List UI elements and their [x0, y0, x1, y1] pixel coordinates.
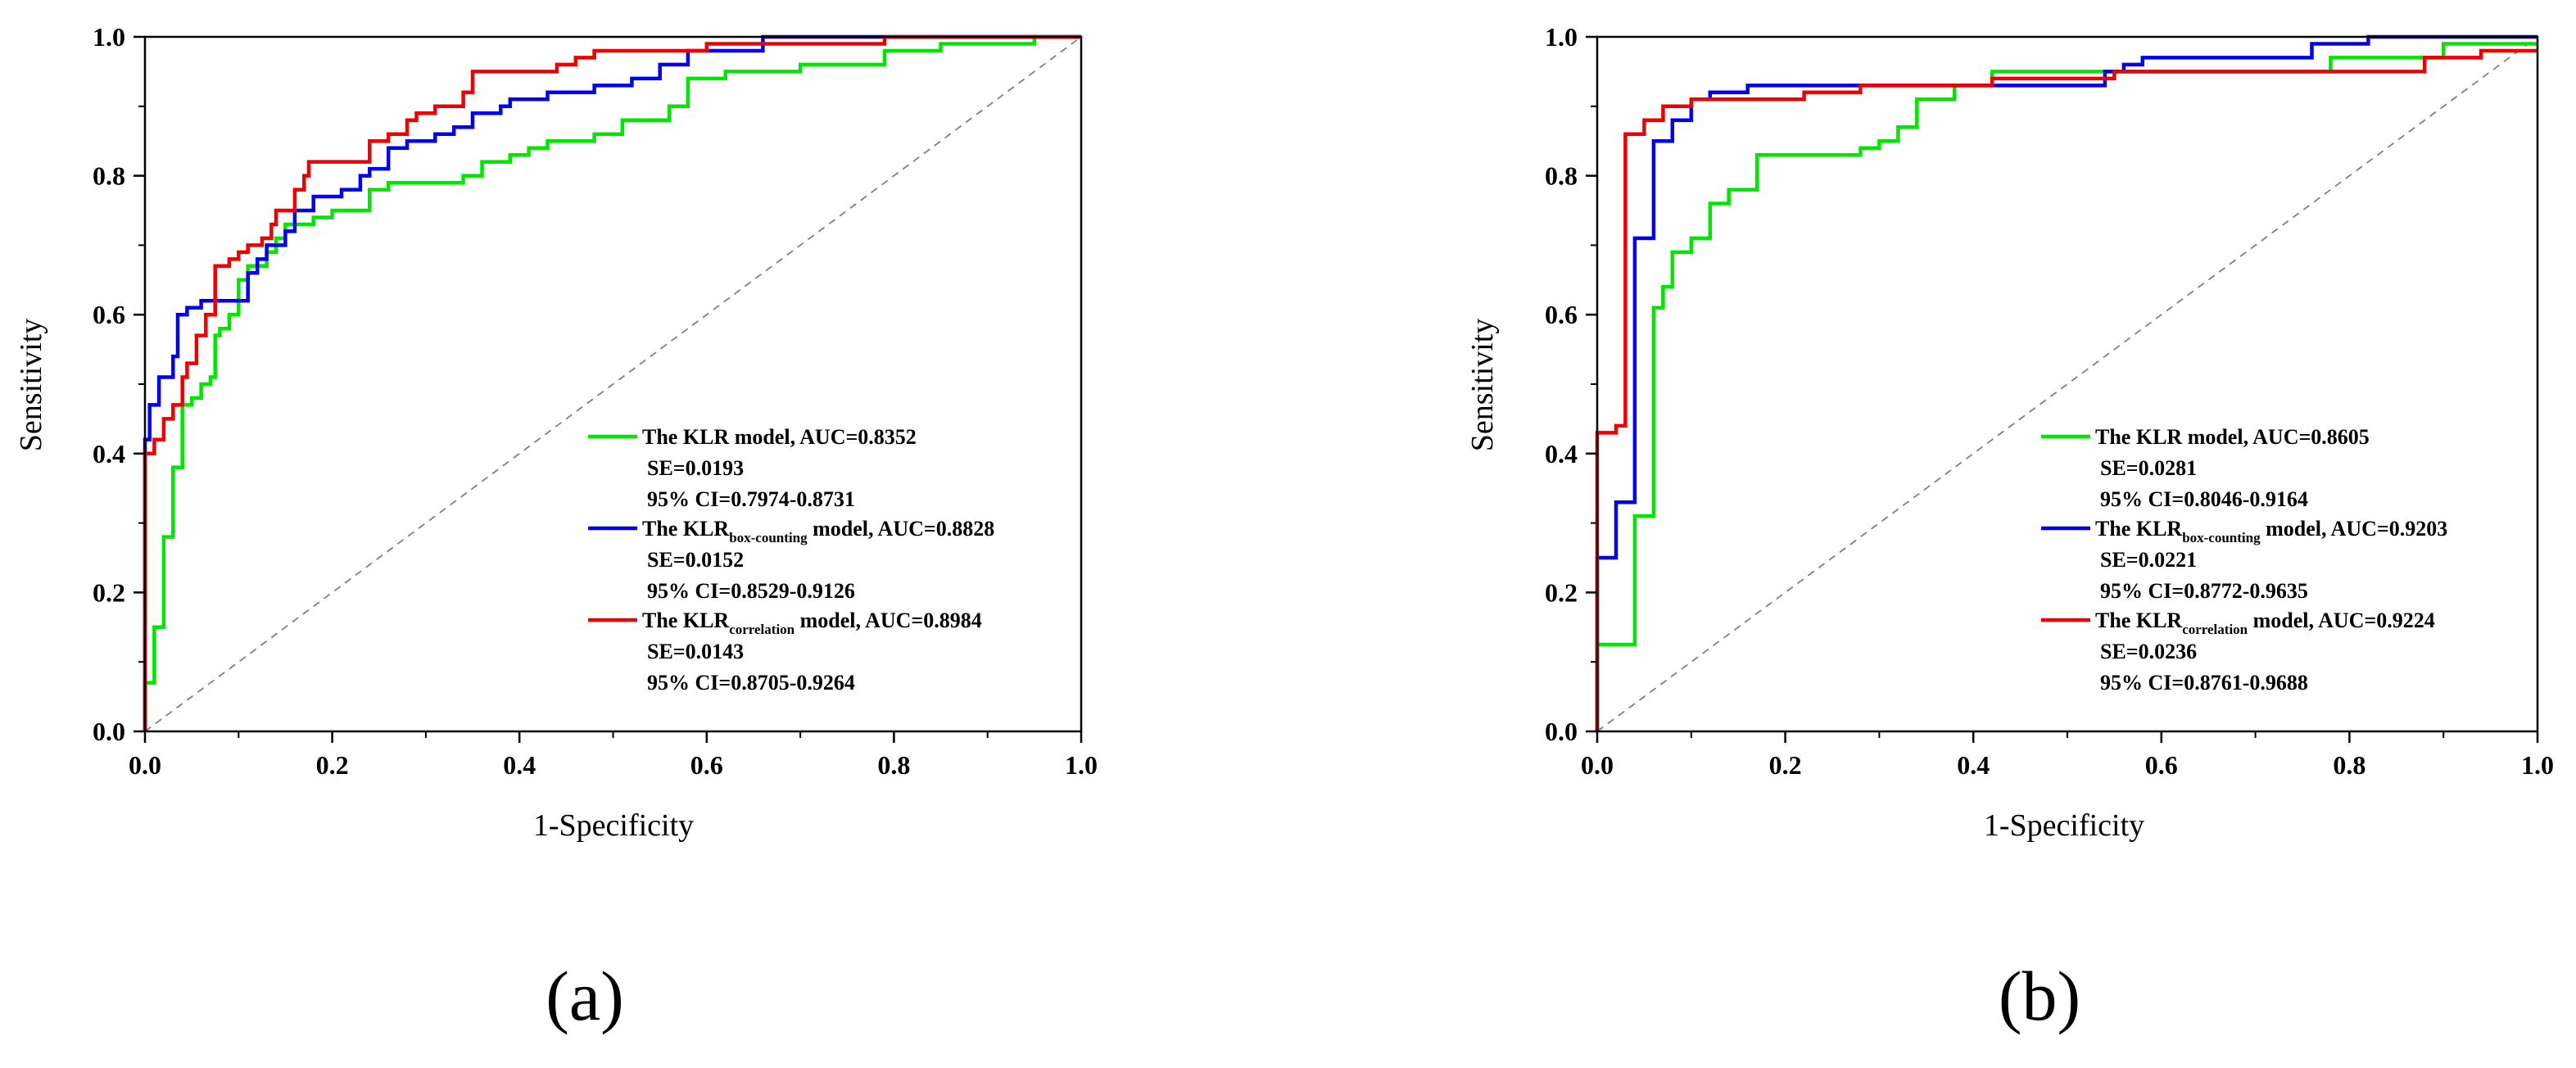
x-tick-label-b: 0.4: [1957, 750, 1990, 780]
roc-curve-b-1: [1595, 34, 2538, 731]
roc-curve-a-0: [143, 34, 1081, 731]
x-axis-title-b: 1-Specificity: [1984, 808, 2144, 843]
legend-ci-a-0: 95% CI=0.7974-0.8731: [647, 487, 855, 511]
roc-curve-b-2: [1595, 48, 2538, 731]
y-tick-label-a: 1.0: [93, 22, 125, 52]
reference-diagonal-b: [1596, 36, 2538, 732]
legend-se-b-0: SE=0.0281: [2100, 456, 2197, 480]
panel-label-a: (a): [546, 957, 623, 1035]
roc-chart-a: 0.0 0.2 0.4 0.6 0.8 1.0 0.0 0.2 0.4 0.6 0.8 1.0 The …: [14, 22, 1098, 1035]
legend-title-a-1: The KLRbox-counting model, AUC=0.8828: [642, 517, 994, 545]
roc-chart-b: 0.0 0.2 0.4 0.6 0.8 1.0 0.0 0.2 0.4 0.6 0.8 1.0 The …: [1465, 22, 2554, 1035]
x-tick-label-b: 0.2: [1769, 750, 1802, 780]
legend-se-b-1: SE=0.0221: [2100, 548, 2197, 572]
legend-title-b-2: The KLRcorrelation model, AUC=0.9224: [2095, 609, 2435, 637]
legend-se-a-0: SE=0.0193: [647, 456, 744, 480]
legend-ci-b-1: 95% CI=0.8772-0.9635: [2100, 579, 2308, 603]
x-tick-label-b: 0.0: [1581, 750, 1614, 780]
roc-curve-a-2: [143, 34, 1081, 731]
x-tick-label-a: 1.0: [1065, 750, 1098, 780]
x-tick-label-a: 0.6: [690, 750, 723, 780]
y-tick-label-b: 0.4: [1545, 439, 1578, 468]
x-tick-label-b: 0.6: [2145, 750, 2178, 780]
legend-ci-b-2: 95% CI=0.8761-0.9688: [2100, 671, 2308, 695]
y-tick-label-b: 0.0: [1545, 717, 1578, 746]
x-tick-label-a: 0.4: [503, 750, 536, 780]
legend-title-a-0: The KLR model, AUC=0.8352: [642, 425, 917, 449]
reference-diagonal-a: [144, 36, 1082, 732]
y-tick-label-b: 0.6: [1545, 300, 1578, 329]
legend-title-b-1: The KLRbox-counting model, AUC=0.9203: [2095, 517, 2447, 545]
legend-b: The KLR model, AUC=0.8605 SE=0.0281 95% CI…: [2041, 425, 2447, 695]
legend-a: The KLR model, AUC=0.8352 SE=0.0193 95% CI…: [588, 425, 994, 695]
y-tick-label-b: 0.2: [1545, 577, 1578, 607]
legend-se-a-2: SE=0.0143: [647, 640, 744, 663]
x-tick-label-a: 0.8: [877, 750, 910, 780]
y-tick-label-a: 0.4: [93, 439, 125, 468]
y-tick-label-a: 0.8: [93, 161, 125, 191]
legend-se-b-2: SE=0.0236: [2100, 640, 2197, 663]
roc-curve-a-1: [143, 34, 1081, 731]
y-axis-title-a: Sensitivity: [14, 319, 48, 452]
y-tick-label-a: 0.6: [93, 300, 125, 329]
y-tick-label-b: 1.0: [1545, 22, 1578, 52]
x-tick-label-b: 0.8: [2333, 750, 2365, 780]
legend-ci-a-2: 95% CI=0.8705-0.9264: [647, 671, 855, 695]
legend-se-a-1: SE=0.0152: [647, 548, 744, 572]
y-tick-label-a: 0.0: [93, 717, 125, 746]
y-tick-label-b: 0.8: [1545, 161, 1578, 191]
panel-label-b: (b): [1999, 957, 2080, 1035]
legend-title-a-2: The KLRcorrelation model, AUC=0.8984: [642, 609, 982, 637]
legend-ci-b-0: 95% CI=0.8046-0.9164: [2100, 487, 2308, 511]
x-tick-label-b: 1.0: [2521, 750, 2554, 780]
x-axis-title-a: 1-Specificity: [533, 808, 694, 843]
x-tick-label-a: 0.0: [129, 750, 161, 780]
y-axis-title-b: Sensitivity: [1465, 319, 1500, 452]
x-tick-label-a: 0.2: [316, 750, 349, 780]
legend-title-b-0: The KLR model, AUC=0.8605: [2095, 425, 2370, 449]
legend-ci-a-1: 95% CI=0.8529-0.9126: [647, 579, 855, 603]
y-tick-label-a: 0.2: [93, 577, 125, 607]
